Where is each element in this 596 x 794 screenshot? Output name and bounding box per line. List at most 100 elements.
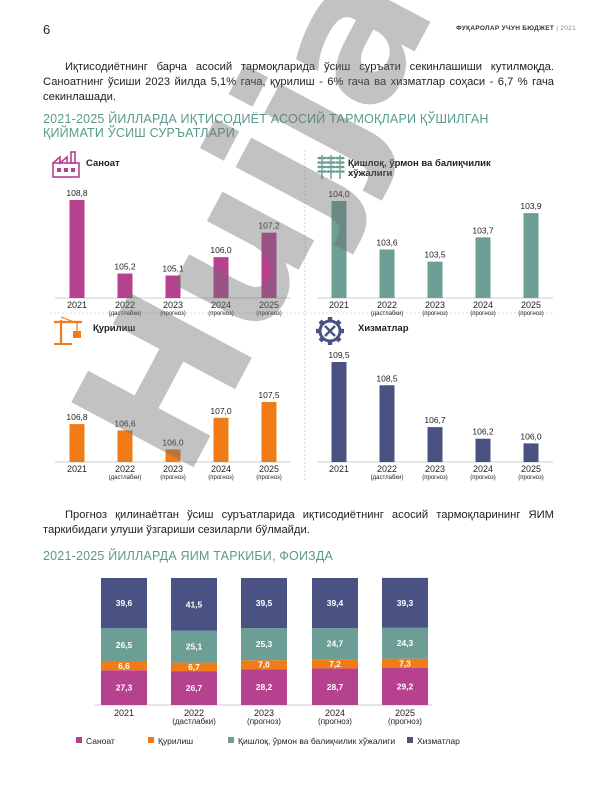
tick-label: 2021 [329,300,349,310]
data-label: 105,1 [162,264,184,274]
segment-label: 27,3 [116,683,133,693]
growth-chart-3: Қурилиш 106,8 2021 106,6 2022(дастлабки) 106,… [54,316,291,481]
tick-label: 2023 [425,464,445,474]
segment-label: 28,7 [327,682,344,692]
stack-segment [241,660,287,670]
segment-label: 26,7 [186,683,203,693]
tick-label: 2025 [259,464,279,474]
stack-segment [171,630,217,663]
segment-label: 39,6 [116,598,133,608]
legend-swatch [407,737,413,743]
stack-segment [171,578,217,631]
segment-label: 6,6 [118,661,130,671]
legend-entry: Саноат [86,736,115,746]
bar [523,213,539,298]
data-label: 108,8 [66,188,88,198]
tick-note: (прогноз) [518,311,543,317]
intro-paragraph: Иқтисодиётнинг барча асосий тармоқларида… [43,61,554,103]
data-label: 106,7 [424,415,446,425]
bar [165,275,181,298]
data-label: 106,8 [66,412,88,422]
gear-wrench-icon [316,317,344,345]
data-label: 108,5 [376,373,398,383]
tick-label: 2023 [163,300,183,310]
bar [379,249,395,298]
legend-swatch [76,737,82,743]
legend-entry: Қурилиш [158,736,193,746]
stack-segment [171,662,217,672]
chart-title: Қишлоқ, ўрмон ва балиқчилик [348,158,491,169]
bar [69,200,85,298]
tick-label: 2024 [325,708,345,718]
data-label: 106,0 [520,431,542,441]
segment-label: 25,1 [186,642,203,652]
tick-note: (прогноз) [422,475,447,481]
tick-note: (прогноз) [388,717,422,726]
bar [165,449,181,462]
tick-label: 2023 [163,464,183,474]
data-label: 106,6 [114,418,136,428]
segment-label: 7,2 [329,659,341,669]
chart-title: Хизматлар [358,323,409,334]
stack-segment [382,667,428,705]
tick-note: (дастлабки) [371,475,404,481]
tick-label: 2022 [377,464,397,474]
bar [523,443,539,462]
tick-note: (прогноз) [208,475,233,481]
tick-label: 2021 [114,708,134,718]
tick-label: 2021 [67,300,87,310]
segment-label: 28,2 [256,682,273,692]
segment-label: 25,3 [256,639,273,649]
tick-note: (прогноз) [247,717,281,726]
bar [117,273,133,298]
tick-label: 2021 [67,464,87,474]
stack-segment [171,671,217,705]
stack-segment [241,628,287,661]
segment-label: 7,0 [258,660,270,670]
bar [475,237,491,298]
tick-label: 2023 [254,708,274,718]
tick-note: (прогноз) [256,311,281,317]
tick-note: (прогноз) [160,311,185,317]
segment-label: 7,3 [399,658,411,668]
section-title-growth: 2021-2025 ЙИЛЛАРДА ИҚТИСОДИЁТ АСОСИЙ ТАР… [43,112,489,140]
tick-label: 2025 [521,464,541,474]
tick-note: (дастлабки) [172,717,216,726]
segment-label: 39,4 [327,598,344,608]
bar [475,438,491,462]
legend-entry: Қишлоқ, ўрмон ва балиқчилик хўжалиги [238,736,395,746]
bar [261,232,277,298]
stack-segment [241,578,287,629]
chart-title: Саноат [86,158,120,169]
stack-segment [382,658,428,668]
data-label: 104,0 [328,189,350,199]
tick-label: 2021 [329,464,349,474]
bar [331,201,347,298]
section-title-gdp-structure: 2021-2025 ЙИЛЛАРДА ЯИМ ТАРКИБИ, ФОИЗДА [43,549,334,563]
bar [427,261,443,298]
tick-note: (прогноз) [470,311,495,317]
chart-title: Қурилиш [93,323,135,334]
legend-entry: Хизматлар [417,736,460,746]
tick-label: 2022 [115,300,135,310]
data-label: 106,0 [162,437,184,447]
chart-title-line2: хўжалиги [348,168,393,179]
segment-label: 6,7 [188,662,200,672]
stack-segment [312,668,358,705]
legend-swatch [228,737,234,743]
tick-note: (прогноз) [318,717,352,726]
data-label: 106,2 [472,427,494,437]
tick-note: (дастлабки) [109,311,142,317]
bar [427,427,443,462]
bar [213,257,229,298]
bar [331,362,347,462]
stack-segment [101,578,147,629]
tick-label: 2025 [521,300,541,310]
tick-note: (прогноз) [256,475,281,481]
running-header-title: ФУҚАРОЛАР УЧУН БЮДЖЕТ [456,25,555,32]
tick-note: (прогноз) [160,475,185,481]
tick-label: 2022 [115,464,135,474]
segment-label: 26,5 [116,640,133,650]
tick-note: (прогноз) [518,475,543,481]
